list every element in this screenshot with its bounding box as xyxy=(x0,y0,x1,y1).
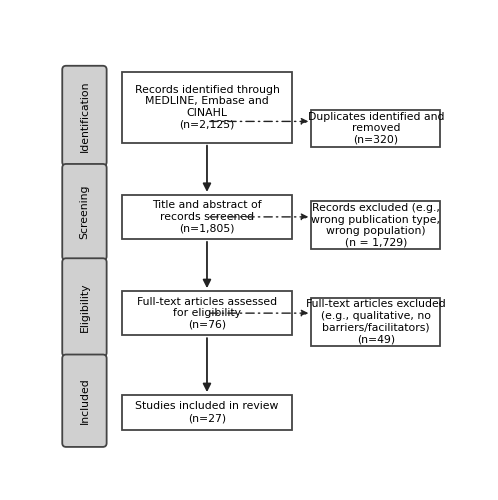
Text: Screening: Screening xyxy=(80,185,90,240)
FancyBboxPatch shape xyxy=(122,194,292,239)
Text: Full-text articles assessed
for eligibility
(n=76): Full-text articles assessed for eligibil… xyxy=(137,296,277,330)
FancyBboxPatch shape xyxy=(122,291,292,336)
Text: Studies included in review
(n=27): Studies included in review (n=27) xyxy=(135,402,279,423)
FancyBboxPatch shape xyxy=(62,66,107,166)
FancyBboxPatch shape xyxy=(311,202,441,250)
Text: Included: Included xyxy=(80,378,90,424)
FancyBboxPatch shape xyxy=(62,354,107,447)
Text: Eligibility: Eligibility xyxy=(80,282,90,332)
FancyBboxPatch shape xyxy=(311,110,441,146)
Text: Records excluded (e.g.,
wrong publication type,
wrong population)
(n = 1,729): Records excluded (e.g., wrong publicatio… xyxy=(311,203,440,248)
Text: Title and abstract of
records screened
(n=1,805): Title and abstract of records screened (… xyxy=(152,200,262,234)
FancyBboxPatch shape xyxy=(62,164,107,260)
FancyBboxPatch shape xyxy=(311,298,441,346)
FancyBboxPatch shape xyxy=(122,395,292,430)
Text: Identification: Identification xyxy=(80,80,90,152)
FancyBboxPatch shape xyxy=(62,258,107,356)
Text: Duplicates identified and
removed
(n=320): Duplicates identified and removed (n=320… xyxy=(308,112,444,145)
FancyBboxPatch shape xyxy=(122,72,292,143)
Text: Full-text articles excluded
(e.g., qualitative, no
barriers/facilitators)
(n=49): Full-text articles excluded (e.g., quali… xyxy=(306,299,446,344)
Text: Records identified through
MEDLINE, Embase and
CINAHL
(n=2,125): Records identified through MEDLINE, Emba… xyxy=(134,85,279,130)
